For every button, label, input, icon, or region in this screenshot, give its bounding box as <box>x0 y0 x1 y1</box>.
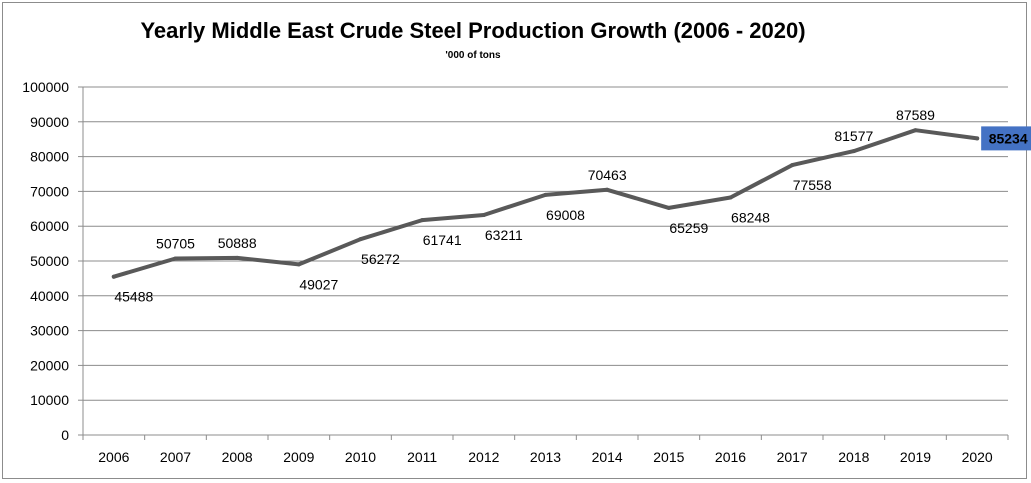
x-tick-label: 2017 <box>777 449 808 465</box>
x-tick-label: 2019 <box>900 449 931 465</box>
data-label: 69008 <box>546 207 585 223</box>
data-label: 70463 <box>588 167 627 183</box>
data-point <box>235 255 240 260</box>
x-tick-label: 2010 <box>345 449 376 465</box>
x-tick-label: 2008 <box>222 449 253 465</box>
y-tick-label: 20000 <box>30 357 69 373</box>
series-line-group <box>111 128 980 279</box>
y-tick-label: 50000 <box>30 253 69 269</box>
data-label: 77558 <box>793 177 832 193</box>
data-point <box>851 149 856 154</box>
axes: 0 10000 20000 30000 40000 50000 60000 70000 8000… <box>22 79 1009 465</box>
series-line <box>111 128 980 279</box>
data-point <box>420 218 425 223</box>
data-point <box>358 237 363 242</box>
x-tick-label: 2013 <box>530 449 561 465</box>
y-tick-label: 100000 <box>22 79 69 95</box>
x-tick-label: 2018 <box>838 449 869 465</box>
y-tick-label: 70000 <box>30 183 69 199</box>
x-tick-label: 2006 <box>98 449 129 465</box>
x-tick-label: 2009 <box>283 449 314 465</box>
y-tick-label: 60000 <box>30 218 69 234</box>
data-label: 50888 <box>218 235 257 251</box>
y-tick-label: 90000 <box>30 114 69 130</box>
data-label: 68248 <box>731 209 770 225</box>
data-point <box>728 195 733 200</box>
data-label: 56272 <box>361 251 400 267</box>
data-point <box>666 205 671 210</box>
x-tick-label: 2007 <box>160 449 191 465</box>
y-tick-label: 10000 <box>30 392 69 408</box>
gridlines <box>83 86 1008 401</box>
data-point <box>790 163 795 168</box>
data-label: 61741 <box>423 232 462 248</box>
data-label: 85234 <box>989 130 1028 146</box>
y-tick-label: 80000 <box>30 149 69 165</box>
data-label: 45488 <box>114 289 153 305</box>
data-point <box>173 256 178 261</box>
data-label: 63211 <box>485 227 523 243</box>
x-tick-label: 2016 <box>715 449 746 465</box>
highlight-label-box <box>981 126 1031 151</box>
data-label: 81577 <box>834 128 873 144</box>
data-point <box>296 262 301 267</box>
data-point <box>975 136 980 141</box>
data-label: 50705 <box>156 236 195 252</box>
x-tick-label: 2015 <box>653 449 684 465</box>
x-tick-label: 2014 <box>592 449 623 465</box>
data-label: 87589 <box>896 107 935 123</box>
data-labels: 45488 50705 50888 49027 56272 61741 63211 69008… <box>114 107 1031 305</box>
data-point <box>111 274 116 279</box>
data-point <box>481 213 486 218</box>
y-tick-label: 30000 <box>30 323 69 339</box>
y-tick-label: 40000 <box>30 288 69 304</box>
data-point <box>543 192 548 197</box>
data-label: 65259 <box>669 220 708 236</box>
x-tick-label: 2020 <box>962 449 993 465</box>
data-point <box>605 187 610 192</box>
chart-title: Yearly Middle East Crude Steel Productio… <box>140 18 805 43</box>
x-tick-label: 2012 <box>468 449 499 465</box>
data-label: 49027 <box>299 276 338 292</box>
y-tick-label: 0 <box>61 427 69 443</box>
data-point <box>913 128 918 133</box>
x-tick-label: 2011 <box>407 449 437 465</box>
chart-subtitle: '000 of tons <box>445 50 501 61</box>
